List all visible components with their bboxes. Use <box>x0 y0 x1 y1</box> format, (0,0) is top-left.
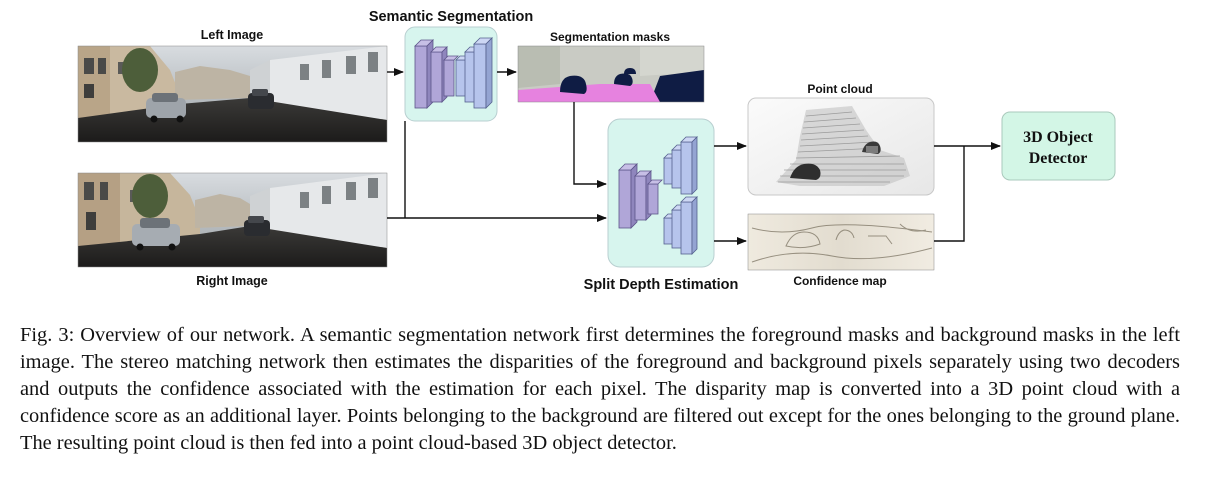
figure-caption: Fig. 3: Overview of our network. A seman… <box>20 324 1180 454</box>
split-depth-estimation-module <box>607 118 715 268</box>
semantic-segmentation-module <box>404 26 498 122</box>
detector-label-line2: Detector <box>1029 150 1088 167</box>
line-confidence-to-detector <box>934 146 965 242</box>
3d-object-detector-box: 3D Object Detector <box>1001 111 1116 181</box>
point-cloud-image <box>747 97 935 196</box>
confidence-map-label: Confidence map <box>793 274 886 288</box>
network-overview-figure: Left Image <box>77 9 1116 293</box>
confidence-map-image <box>747 213 935 271</box>
point-cloud-label: Point cloud <box>807 82 872 96</box>
split-depth-estimation-label: Split Depth Estimation <box>584 277 739 293</box>
left-image-label: Left Image <box>201 28 264 42</box>
segmentation-masks-image <box>517 45 705 103</box>
segmentation-masks-label: Segmentation masks <box>550 30 670 44</box>
right-street-photo <box>77 172 388 268</box>
arrow-masks-to-depth <box>573 102 607 188</box>
detector-label-line1: 3D Object <box>1023 129 1093 146</box>
right-image-label: Right Image <box>196 274 268 288</box>
semantic-segmentation-label: Semantic Segmentation <box>369 9 533 25</box>
left-street-photo <box>77 45 388 143</box>
connectors <box>387 68 1001 245</box>
